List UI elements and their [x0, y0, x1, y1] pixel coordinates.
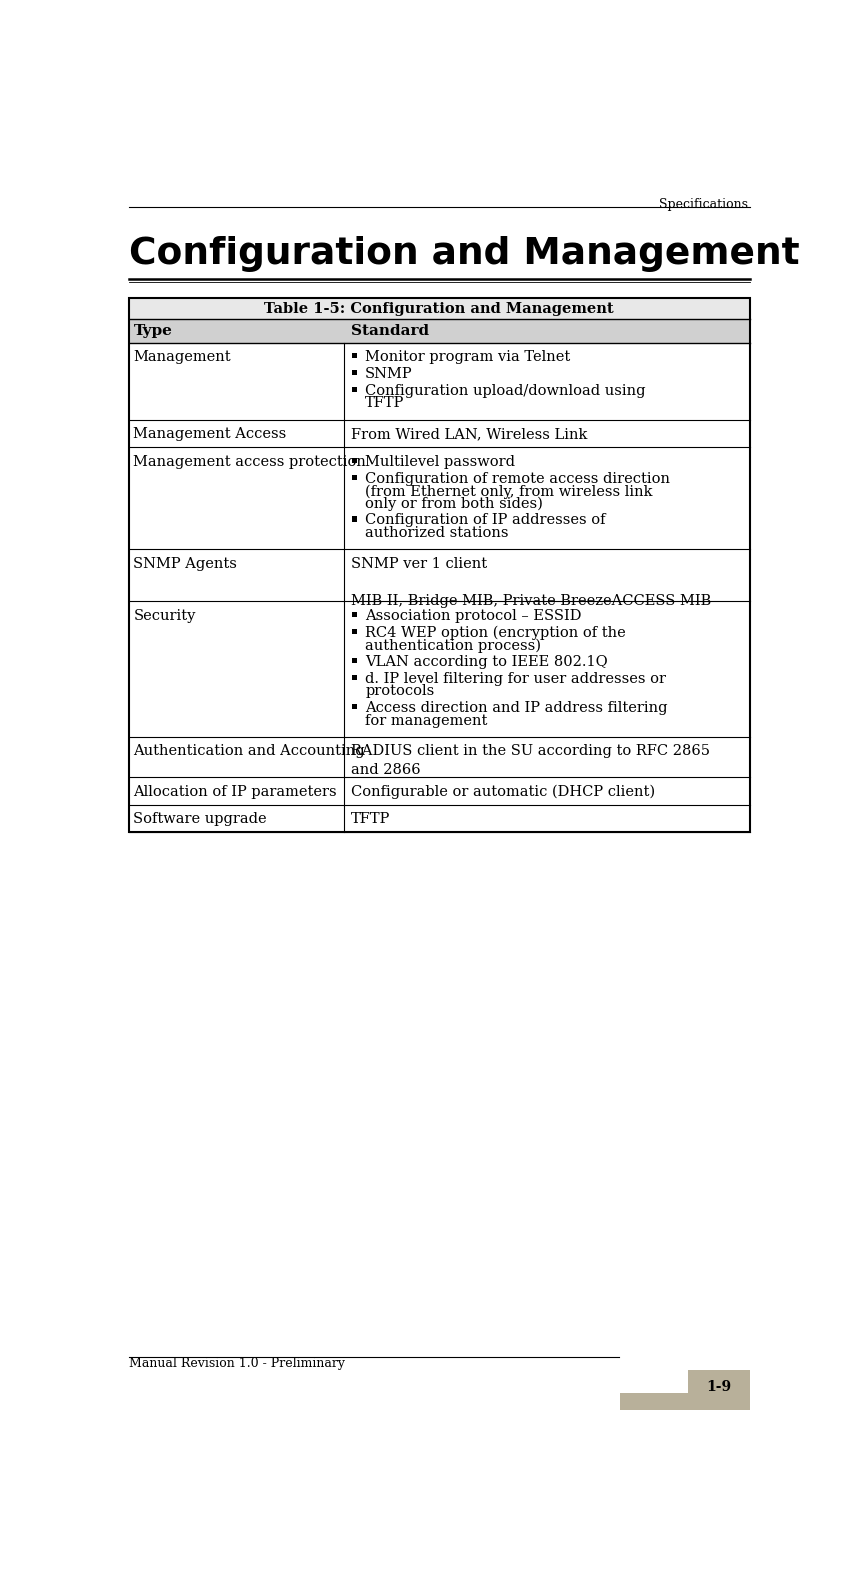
Text: Access direction and IP address filtering: Access direction and IP address filterin…	[365, 702, 668, 716]
Text: Manual Revision 1.0 - Preliminary: Manual Revision 1.0 - Preliminary	[129, 1357, 345, 1370]
Text: Configuration of remote access direction: Configuration of remote access direction	[365, 472, 670, 486]
Bar	[129, 320, 750, 342]
Text: authentication process): authentication process)	[365, 638, 542, 653]
Text: 1-9: 1-9	[706, 1380, 731, 1394]
Bar	[129, 737, 750, 776]
Bar	[129, 298, 750, 832]
Bar	[352, 675, 357, 680]
Bar	[129, 342, 750, 420]
Bar	[129, 550, 750, 602]
Bar	[352, 475, 357, 480]
Bar	[129, 447, 750, 550]
Text: VLAN according to IEEE 802.1Q: VLAN according to IEEE 802.1Q	[365, 656, 608, 668]
Text: only or from both sides): only or from both sides)	[365, 496, 543, 512]
Text: SNMP: SNMP	[365, 367, 413, 382]
Text: Monitor program via Telnet: Monitor program via Telnet	[365, 350, 571, 364]
Text: Security: Security	[134, 608, 196, 623]
Text: Multilevel password: Multilevel password	[365, 455, 515, 469]
Bar	[129, 420, 750, 447]
Bar	[129, 602, 750, 737]
Text: Allocation of IP parameters: Allocation of IP parameters	[134, 784, 337, 798]
Bar	[352, 386, 357, 393]
Text: Management Access: Management Access	[134, 428, 287, 442]
Text: From Wired LAN, Wireless Link: From Wired LAN, Wireless Link	[351, 428, 588, 442]
Text: Configuration of IP addresses of: Configuration of IP addresses of	[365, 513, 606, 527]
Bar	[352, 629, 357, 634]
Text: Standard: Standard	[351, 325, 429, 337]
Text: RC4 WEP option (encryption of the: RC4 WEP option (encryption of the	[365, 626, 626, 640]
Text: Configurable or automatic (DHCP client): Configurable or automatic (DHCP client)	[351, 784, 656, 798]
Text: Management: Management	[134, 350, 231, 364]
Text: RADIUS client in the SU according to RFC 2865
and 2866: RADIUS client in the SU according to RFC…	[351, 744, 710, 778]
Text: authorized stations: authorized stations	[365, 526, 509, 540]
Text: Association protocol – ESSID: Association protocol – ESSID	[365, 608, 582, 623]
Text: Configuration and Management: Configuration and Management	[129, 236, 800, 272]
Text: d. IP level filtering for user addresses or: d. IP level filtering for user addresses…	[365, 672, 666, 686]
Text: (from Ethernet only, from wireless link: (from Ethernet only, from wireless link	[365, 485, 653, 499]
Text: for management: for management	[365, 714, 488, 727]
Bar	[352, 703, 357, 710]
Text: TFTP: TFTP	[365, 396, 405, 410]
Text: Table 1-5: Configuration and Management: Table 1-5: Configuration and Management	[265, 301, 614, 315]
Bar	[352, 657, 357, 664]
Bar	[352, 611, 357, 618]
Bar	[620, 1369, 687, 1392]
Bar	[129, 776, 750, 805]
Text: Specifications: Specifications	[659, 198, 748, 211]
Text: Authentication and Accounting: Authentication and Accounting	[134, 744, 365, 759]
Text: SNMP Agents: SNMP Agents	[134, 556, 237, 570]
Bar	[620, 1370, 750, 1410]
Text: Configuration upload/download using: Configuration upload/download using	[365, 383, 645, 398]
Bar	[129, 805, 750, 832]
Text: Type: Type	[134, 325, 172, 337]
Text: TFTP: TFTP	[351, 813, 391, 827]
Text: Management access protection: Management access protection	[134, 455, 366, 469]
Bar	[129, 298, 750, 320]
Bar	[352, 458, 357, 463]
Text: SNMP ver 1 client

MIB II, Bridge MIB, Private BreezeACCESS MIB: SNMP ver 1 client MIB II, Bridge MIB, Pr…	[351, 556, 711, 608]
Text: Software upgrade: Software upgrade	[134, 813, 267, 827]
Bar	[352, 371, 357, 375]
Bar	[352, 516, 357, 521]
Bar	[352, 353, 357, 358]
Text: protocols: protocols	[365, 684, 434, 699]
